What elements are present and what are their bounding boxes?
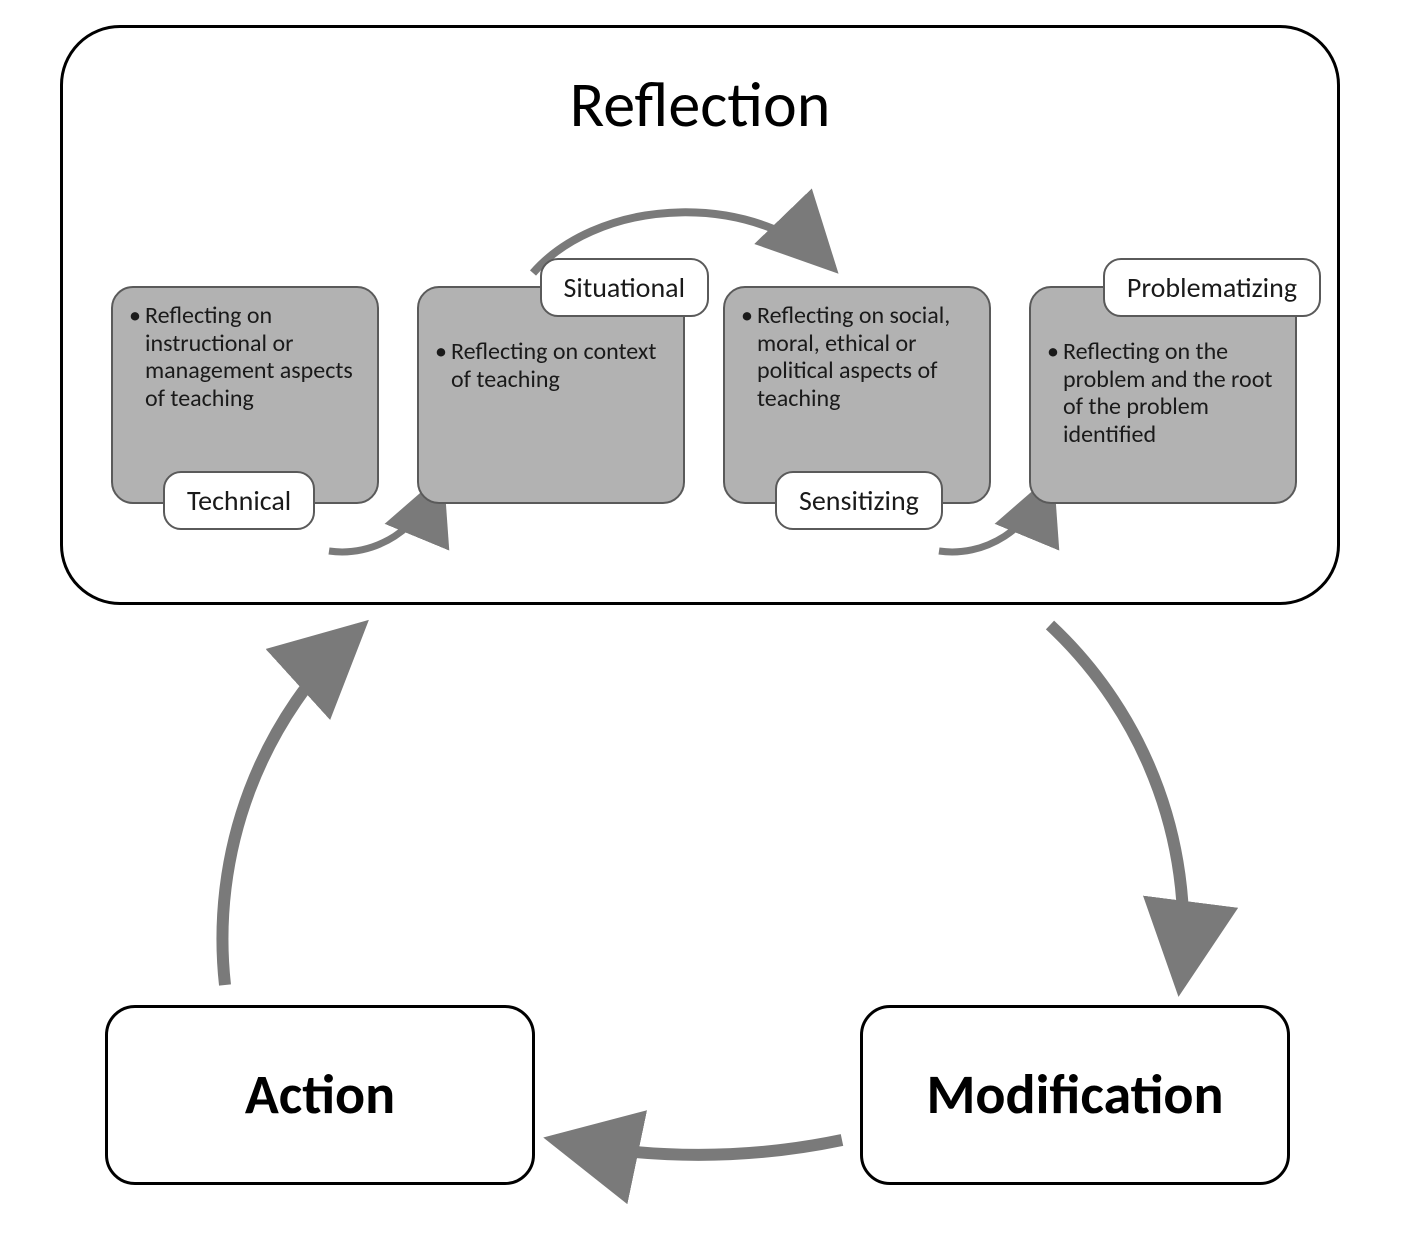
arrow-modification-to-action — [555, 1140, 842, 1155]
arrow-reflection-to-modification — [1050, 625, 1183, 985]
arrow-action-to-reflection — [222, 628, 360, 985]
cycle-arrows — [0, 0, 1417, 1256]
diagram-root: Reflection Reflecting on instructional o… — [0, 0, 1417, 1256]
